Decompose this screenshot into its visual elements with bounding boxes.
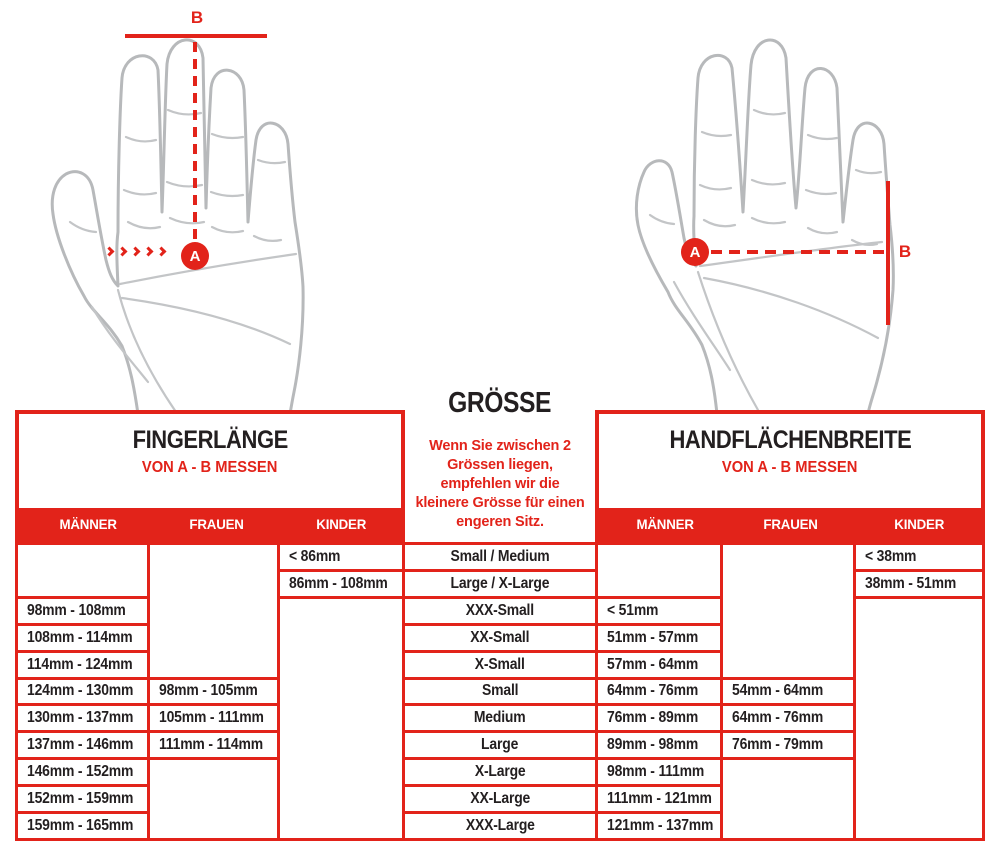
table-cell: 38mm - 51mm: [856, 571, 982, 596]
palm-col-kinder: KINDER: [894, 515, 944, 532]
table-cell: 57mm - 64mm: [598, 652, 720, 677]
empty-cell: [150, 545, 277, 677]
palm-table-titlebox: HANDFLÄCHENBREITE VON A - B MESSEN: [599, 414, 981, 508]
empty-cell: [723, 760, 853, 838]
hand-outline: [634, 38, 895, 414]
table-cell: < 51mm: [598, 598, 720, 623]
table-cell: 130mm - 137mm: [18, 706, 147, 731]
finger-table-titlebox: FINGERLÄNGE VON A - B MESSEN: [19, 414, 401, 508]
hand-outline: [50, 38, 305, 414]
palm-table-header: HANDFLÄCHENBREITE VON A - B MESSEN MÄNNE…: [595, 410, 985, 542]
size-cell: Large / X-Large: [405, 571, 595, 596]
table-cell: 111mm - 121mm: [598, 787, 720, 812]
size-cell: Medium: [405, 706, 595, 731]
size-cell: Small: [405, 679, 595, 704]
table-cell: 111mm - 114mm: [150, 733, 277, 758]
empty-cell: [18, 545, 147, 596]
size-cell: Small / Medium: [405, 545, 595, 569]
measure-line-b-left: [125, 34, 267, 38]
right-hand-illustration: [634, 38, 895, 414]
table-cell: 105mm - 111mm: [150, 706, 277, 731]
table-cell: 121mm - 137mm: [598, 814, 720, 838]
table-cell: 159mm - 165mm: [18, 814, 147, 838]
table-cell: 89mm - 98mm: [598, 733, 720, 758]
measure-dashed-line-left: [193, 42, 197, 242]
table-cell: < 38mm: [856, 545, 982, 569]
table-cell: 86mm - 108mm: [280, 571, 402, 596]
size-note: Wenn Sie zwischen 2 Grössen liegen, empf…: [415, 438, 585, 530]
hand-creases: [68, 108, 298, 414]
empty-cell: [598, 545, 720, 596]
table-cell: 64mm - 76mm: [723, 706, 853, 731]
finger-table-header: FINGERLÄNGE VON A - B MESSEN MÄNNER FRAU…: [15, 410, 405, 542]
table-cell: 76mm - 79mm: [723, 733, 853, 758]
table-cell: 98mm - 108mm: [18, 598, 147, 623]
empty-cell: [723, 545, 853, 677]
measure-label-b-left: B: [190, 8, 204, 27]
table-cell: 76mm - 89mm: [598, 706, 720, 731]
empty-cell: [150, 760, 277, 838]
empty-cell: [280, 598, 402, 838]
size-cell: XXX-Small: [405, 598, 595, 623]
point-a-marker-right: A: [681, 238, 709, 266]
table-cell: 54mm - 64mm: [723, 679, 853, 704]
finger-table-columns: MÄNNER FRAUEN KINDER: [18, 508, 402, 539]
size-cell: XXX-Large: [405, 814, 595, 838]
size-cell: XX-Small: [405, 625, 595, 650]
table-cell: 98mm - 111mm: [598, 760, 720, 785]
table-cell: < 86mm: [280, 545, 402, 569]
finger-col-maenner: MÄNNER: [59, 515, 118, 532]
finger-col-frauen: FRAUEN: [189, 515, 244, 532]
table-cell: 108mm - 114mm: [18, 625, 147, 650]
table-cell: 124mm - 130mm: [18, 679, 147, 704]
palm-table-columns: MÄNNER FRAUEN KINDER: [598, 508, 982, 539]
direction-chevrons-icon: [104, 246, 167, 257]
palm-table-title: HANDFLÄCHENBREITE: [669, 426, 911, 454]
size-cell: X-Small: [405, 652, 595, 677]
table-cell: 137mm - 146mm: [18, 733, 147, 758]
measure-label-b-right: B: [898, 242, 912, 261]
table-cell: 146mm - 152mm: [18, 760, 147, 785]
finger-table-body: 98mm - 108mm 108mm - 114mm 114mm - 124mm…: [15, 542, 405, 841]
table-cell: 114mm - 124mm: [18, 652, 147, 677]
palm-col-frauen: FRAUEN: [763, 515, 819, 532]
finger-col-kinder: KINDER: [316, 515, 366, 532]
left-hand-illustration: [50, 38, 305, 414]
size-section-title: GRÖSSE: [448, 387, 552, 419]
empty-cell: [856, 598, 982, 838]
palm-table-body: < 51mm 51mm - 57mm 57mm - 64mm 64mm - 76…: [595, 542, 985, 841]
table-cell: 51mm - 57mm: [598, 625, 720, 650]
size-cell: XX-Large: [405, 787, 595, 812]
table-cell: 152mm - 159mm: [18, 787, 147, 812]
size-column: Small / Medium Large / X-Large XXX-Small…: [405, 542, 595, 841]
measure-line-b-right: [886, 181, 890, 325]
measure-dashed-line-right: [711, 250, 884, 254]
finger-table-subtitle: VON A - B MESSEN: [142, 459, 278, 476]
table-cell: 98mm - 105mm: [150, 679, 277, 704]
size-cell: Large: [405, 733, 595, 758]
table-cell: 64mm - 76mm: [598, 679, 720, 704]
finger-table-title: FINGERLÄNGE: [132, 426, 288, 454]
size-cell: X-Large: [405, 760, 595, 785]
point-a-marker-left: A: [181, 242, 209, 270]
palm-table-subtitle: VON A - B MESSEN: [722, 459, 858, 476]
palm-col-maenner: MÄNNER: [636, 515, 694, 532]
